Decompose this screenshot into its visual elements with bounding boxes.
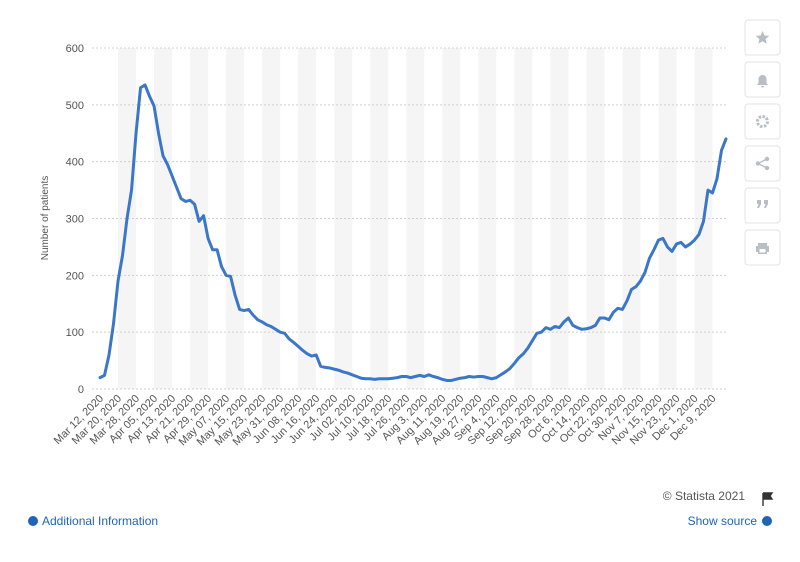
quote-icon [757, 200, 768, 208]
show-source[interactable]: Show source [688, 514, 758, 528]
band [586, 48, 605, 389]
y-tick-label: 100 [66, 327, 84, 339]
band [550, 48, 569, 389]
gear-icon [756, 115, 769, 128]
info-icon[interactable] [28, 516, 38, 526]
band [262, 48, 281, 389]
band [334, 48, 353, 389]
additional-information[interactable]: Additional Information [42, 514, 158, 528]
band [370, 48, 389, 389]
y-tick-label: 0 [78, 384, 84, 396]
data-line [98, 83, 728, 382]
copyright: © Statista 2021 [663, 489, 746, 503]
band [478, 48, 497, 389]
bell-icon [757, 75, 768, 88]
share-icon [755, 156, 770, 171]
y-tick-label: 300 [66, 214, 84, 226]
y-tick-label: 500 [66, 100, 84, 112]
cite-button[interactable] [744, 187, 781, 224]
share-button[interactable] [744, 145, 781, 182]
band [658, 48, 677, 389]
y-axis-label: Number of patients [40, 176, 51, 261]
flag-icon [762, 492, 774, 506]
info-icon[interactable] [762, 516, 772, 526]
star-icon [755, 31, 770, 44]
toolbar [744, 19, 781, 266]
y-tick-label: 400 [66, 157, 84, 169]
band [514, 48, 533, 389]
band [406, 48, 425, 389]
plot [98, 83, 728, 382]
print-icon [756, 243, 769, 254]
y-tick-label: 200 [66, 270, 84, 282]
settings-button[interactable] [744, 103, 781, 140]
y-tick-label: 600 [66, 43, 84, 55]
band [298, 48, 317, 389]
background-bands [118, 48, 713, 389]
band [442, 48, 461, 389]
band [226, 48, 245, 389]
